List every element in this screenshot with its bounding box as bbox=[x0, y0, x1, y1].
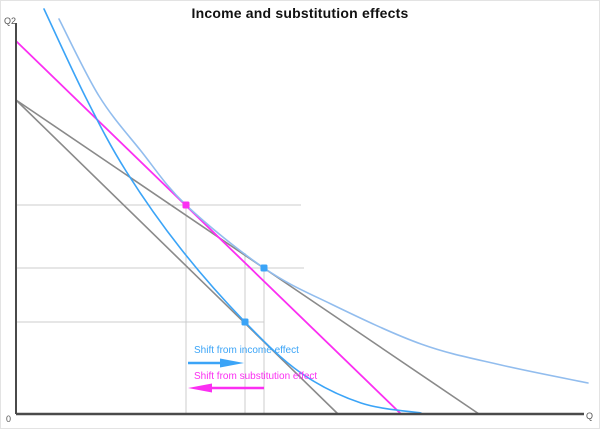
indifference-curve-2 bbox=[43, 8, 422, 414]
substitution-effect-label: Shift from substitution effect bbox=[194, 371, 318, 382]
origin-label: 0 bbox=[6, 414, 12, 424]
substitution-tangency-point bbox=[182, 201, 190, 209]
new-budget-line bbox=[15, 99, 339, 415]
new-bundle-point bbox=[241, 318, 249, 326]
income-effect-label: Shift from income effect bbox=[194, 345, 299, 356]
compensated-budget-line bbox=[15, 40, 402, 415]
income-effect-arrow-head bbox=[220, 358, 244, 368]
x-axis-label: Q bbox=[586, 411, 594, 421]
chart-title: Income and substitution effects bbox=[191, 5, 409, 21]
indifference-curve-1 bbox=[58, 18, 589, 384]
substitution-effect-arrow-head bbox=[188, 383, 212, 393]
original-bundle-point bbox=[260, 264, 268, 272]
y-axis-label: Q2 bbox=[4, 16, 17, 26]
